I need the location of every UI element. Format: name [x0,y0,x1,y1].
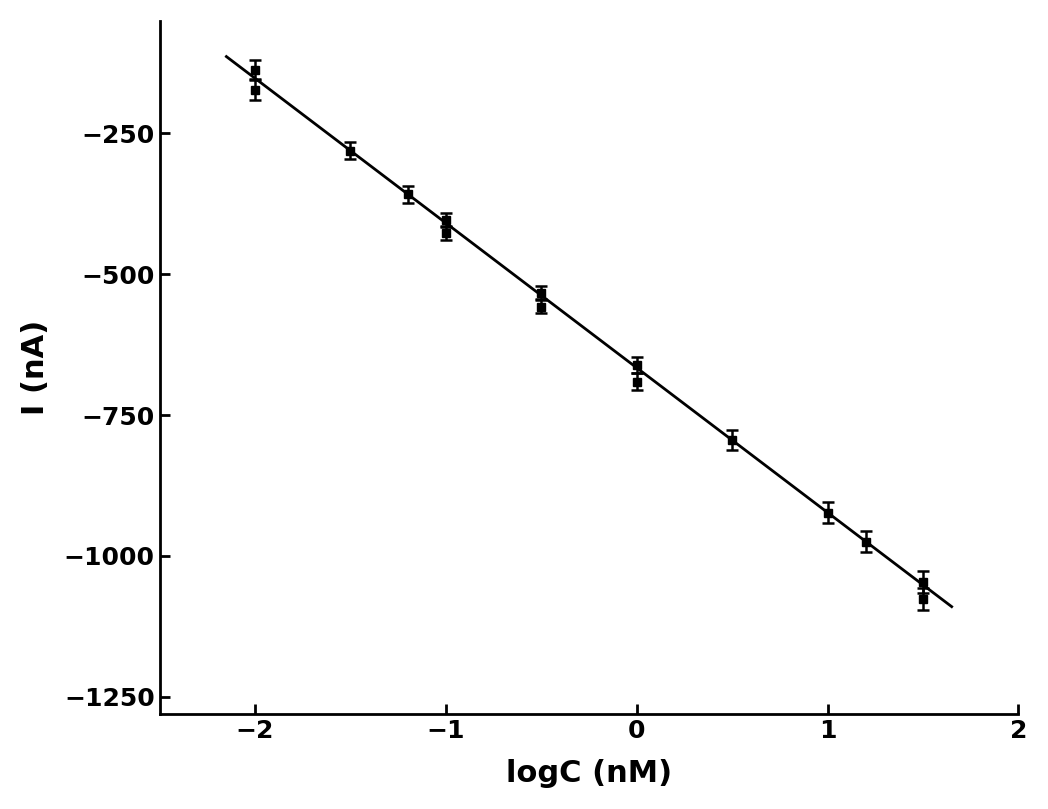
X-axis label: logC (nM): logC (nM) [506,759,672,788]
Y-axis label: I (nA): I (nA) [21,320,50,415]
